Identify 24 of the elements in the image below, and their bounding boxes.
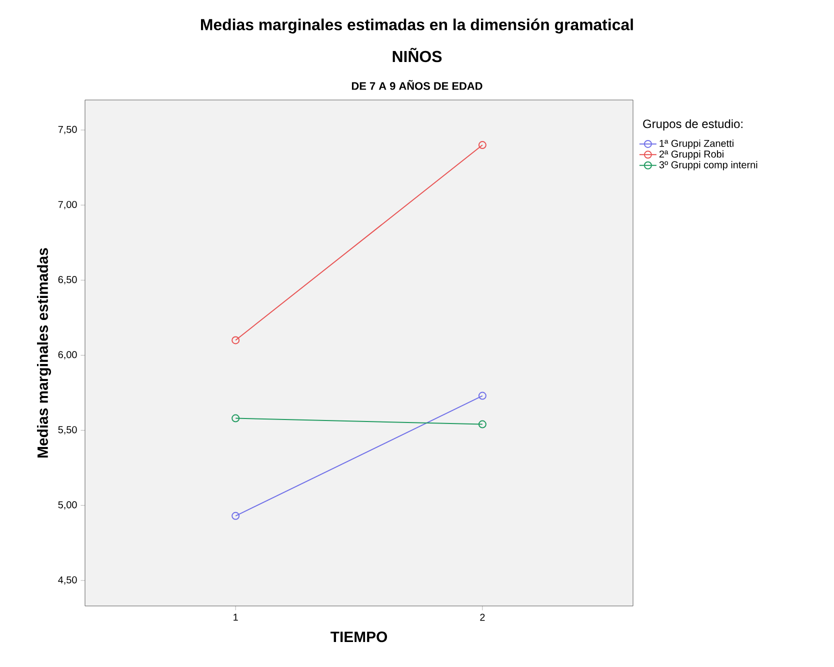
point (478, 141, 486, 150)
x-tick-label: 1 (234, 614, 238, 621)
legend-label: 3º Gruppi comp interni (659, 161, 758, 170)
point (232, 336, 240, 344)
legend-label: 2ª Gruppi Robi (659, 150, 724, 160)
legend-label: 1ª Gruppi Zanetti (660, 140, 734, 149)
chart-subtitle: NIÑOS (392, 48, 442, 62)
y-tick-label: 7,50 (58, 126, 77, 134)
legend-title: Grupos de estudio: (643, 119, 742, 130)
y-axis-title: Medias marginales estimadas (37, 248, 52, 458)
chart-title: Medias marginales estimadas en la dimensión gramatical (201, 18, 633, 34)
y-tick-label: 7,00 (58, 200, 77, 210)
point (232, 414, 240, 422)
y-tick-label: 6,00 (58, 351, 77, 360)
x-axis-title: TIEMPO (330, 632, 388, 642)
text: DE 7 A 9 AÑOS DE EDAD (352, 80, 482, 90)
y-tick-label: 6,50 (58, 276, 77, 284)
point (232, 512, 240, 520)
y-tick-label: 5,50 (58, 426, 77, 434)
y-tick-label: 4,50 (58, 576, 77, 585)
y-tick-label: 5,00 (58, 501, 77, 510)
point (478, 392, 486, 400)
point (478, 420, 486, 428)
x-tick-label: 2 (480, 614, 485, 621)
